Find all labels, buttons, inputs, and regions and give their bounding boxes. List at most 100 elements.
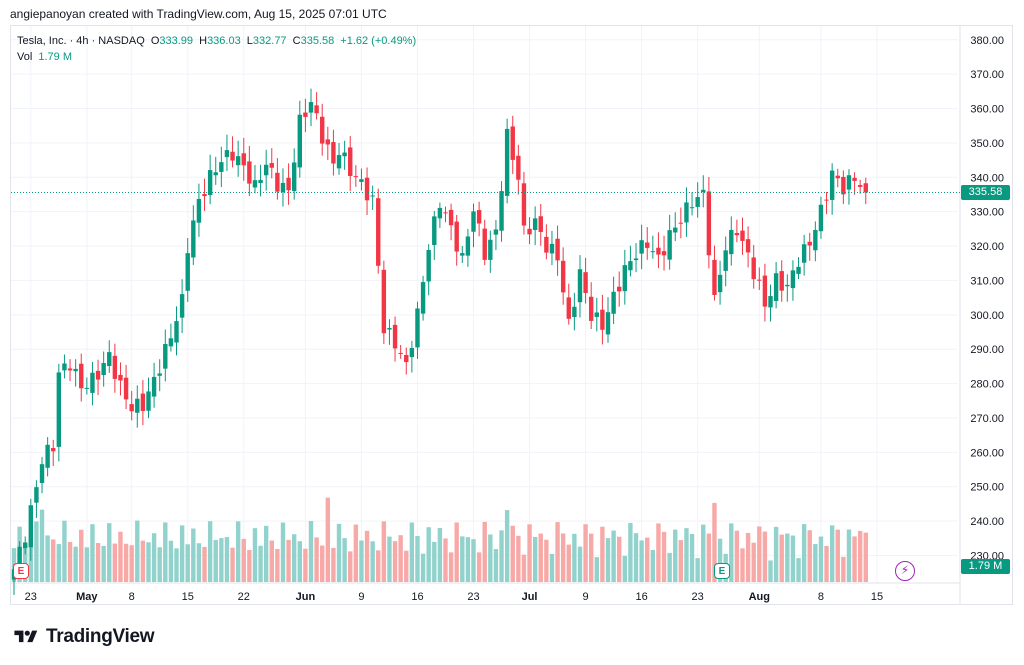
candle-body bbox=[605, 312, 611, 335]
x-tick-label: May bbox=[76, 591, 98, 603]
candle-body bbox=[555, 238, 560, 261]
candle-body bbox=[499, 191, 504, 231]
volume-bar bbox=[488, 534, 493, 582]
x-tick-label: 23 bbox=[692, 591, 704, 603]
flash-event-icon[interactable]: ⚡ bbox=[895, 561, 915, 581]
volume-bar bbox=[678, 540, 684, 582]
volume-bar bbox=[196, 543, 202, 582]
x-tick-label: 16 bbox=[411, 591, 423, 603]
candle-body bbox=[39, 464, 45, 484]
volume-value: 1.79 M bbox=[38, 51, 72, 63]
candle-body bbox=[745, 239, 751, 253]
volume-bar bbox=[303, 548, 308, 582]
volume-bar bbox=[370, 541, 375, 582]
earnings-event-icon[interactable]: E bbox=[13, 563, 29, 579]
candle-body bbox=[471, 211, 476, 232]
tradingview-logo[interactable]: TradingView bbox=[12, 626, 155, 648]
volume-bar bbox=[135, 520, 140, 582]
x-tick-label: 15 bbox=[182, 591, 194, 603]
volume-bar bbox=[762, 531, 768, 582]
volume-badge: 1.79 M bbox=[961, 559, 1010, 574]
volume-bar bbox=[628, 523, 633, 582]
volume-bar bbox=[516, 535, 521, 582]
candle-body bbox=[846, 175, 852, 190]
volume-bar bbox=[308, 520, 314, 582]
x-tick-label: 9 bbox=[358, 591, 364, 603]
candle-body bbox=[437, 207, 443, 219]
x-tick-label: 15 bbox=[871, 591, 883, 603]
volume-bar bbox=[101, 545, 106, 582]
volume-bar bbox=[230, 547, 235, 582]
candle-body bbox=[835, 175, 840, 179]
candle-body bbox=[146, 391, 151, 411]
volume-bar bbox=[751, 542, 756, 582]
volume-bar bbox=[437, 527, 443, 582]
volume-bar bbox=[717, 538, 723, 582]
volume-bar bbox=[342, 538, 347, 582]
candle-body bbox=[639, 240, 644, 254]
volume-bar bbox=[258, 545, 263, 582]
volume-bar bbox=[835, 529, 840, 582]
volume-bar bbox=[112, 543, 118, 582]
volume-bar bbox=[841, 556, 846, 582]
volume-bar bbox=[151, 533, 157, 582]
candle-body bbox=[387, 327, 392, 330]
volume-bar bbox=[790, 535, 796, 582]
low-label: L bbox=[246, 35, 253, 47]
candle-body bbox=[107, 352, 112, 367]
volume-bar bbox=[510, 525, 515, 582]
volume-bar bbox=[852, 536, 857, 582]
open-value: 333.99 bbox=[159, 35, 194, 47]
volume-bar bbox=[79, 529, 84, 582]
candle-body bbox=[381, 269, 387, 334]
candle-body bbox=[465, 236, 471, 256]
candle-body bbox=[325, 139, 331, 145]
candle-body bbox=[476, 210, 482, 224]
candle-body bbox=[768, 296, 773, 308]
tradingview-logo-text: TradingView bbox=[46, 626, 155, 647]
candle-body bbox=[219, 162, 224, 172]
close-value: 335.58 bbox=[300, 35, 335, 47]
candle-body bbox=[611, 291, 616, 314]
legend-row-price: Tesla, Inc. · 4h · NASDAQ O333.99 H336.0… bbox=[17, 33, 419, 49]
volume-bar bbox=[701, 524, 706, 582]
symbol-label[interactable]: Tesla, Inc. · 4h · NASDAQ bbox=[17, 35, 145, 47]
candle-body bbox=[482, 228, 487, 260]
candle-body bbox=[404, 355, 409, 363]
volume-bar bbox=[398, 535, 403, 582]
candle-body bbox=[163, 343, 168, 369]
candle-body bbox=[628, 261, 633, 271]
candle-body bbox=[364, 177, 370, 201]
volume-bar bbox=[168, 540, 174, 582]
volume-bar bbox=[252, 528, 258, 582]
candle-body bbox=[510, 126, 515, 160]
candle-body bbox=[291, 162, 297, 192]
volume-bar bbox=[527, 524, 532, 582]
candle-body bbox=[28, 505, 34, 548]
candle-body bbox=[544, 236, 549, 253]
candle-body bbox=[813, 229, 818, 251]
candle-body bbox=[633, 258, 639, 261]
y-tick-label: 340.00 bbox=[970, 172, 1004, 184]
candle-body bbox=[723, 250, 728, 271]
candle-body bbox=[90, 372, 95, 393]
candle-body bbox=[275, 172, 280, 192]
y-tick-label: 250.00 bbox=[970, 482, 1004, 494]
candle-body bbox=[348, 147, 353, 176]
candle-body bbox=[67, 368, 73, 371]
volume-bar bbox=[213, 539, 218, 582]
candle-body bbox=[594, 312, 599, 317]
volume-bar bbox=[706, 533, 712, 582]
volume-bar bbox=[129, 545, 134, 582]
tradingview-logo-icon bbox=[14, 630, 38, 643]
candle-body bbox=[729, 230, 734, 255]
earnings-event-icon[interactable]: E bbox=[714, 563, 730, 579]
volume-bar bbox=[577, 546, 583, 582]
volume-bar bbox=[594, 557, 599, 582]
volume-bar bbox=[174, 548, 179, 582]
volume-bar bbox=[297, 541, 302, 582]
candle-body bbox=[432, 216, 437, 246]
volume-bar bbox=[639, 540, 644, 582]
volume-bar bbox=[572, 533, 577, 582]
